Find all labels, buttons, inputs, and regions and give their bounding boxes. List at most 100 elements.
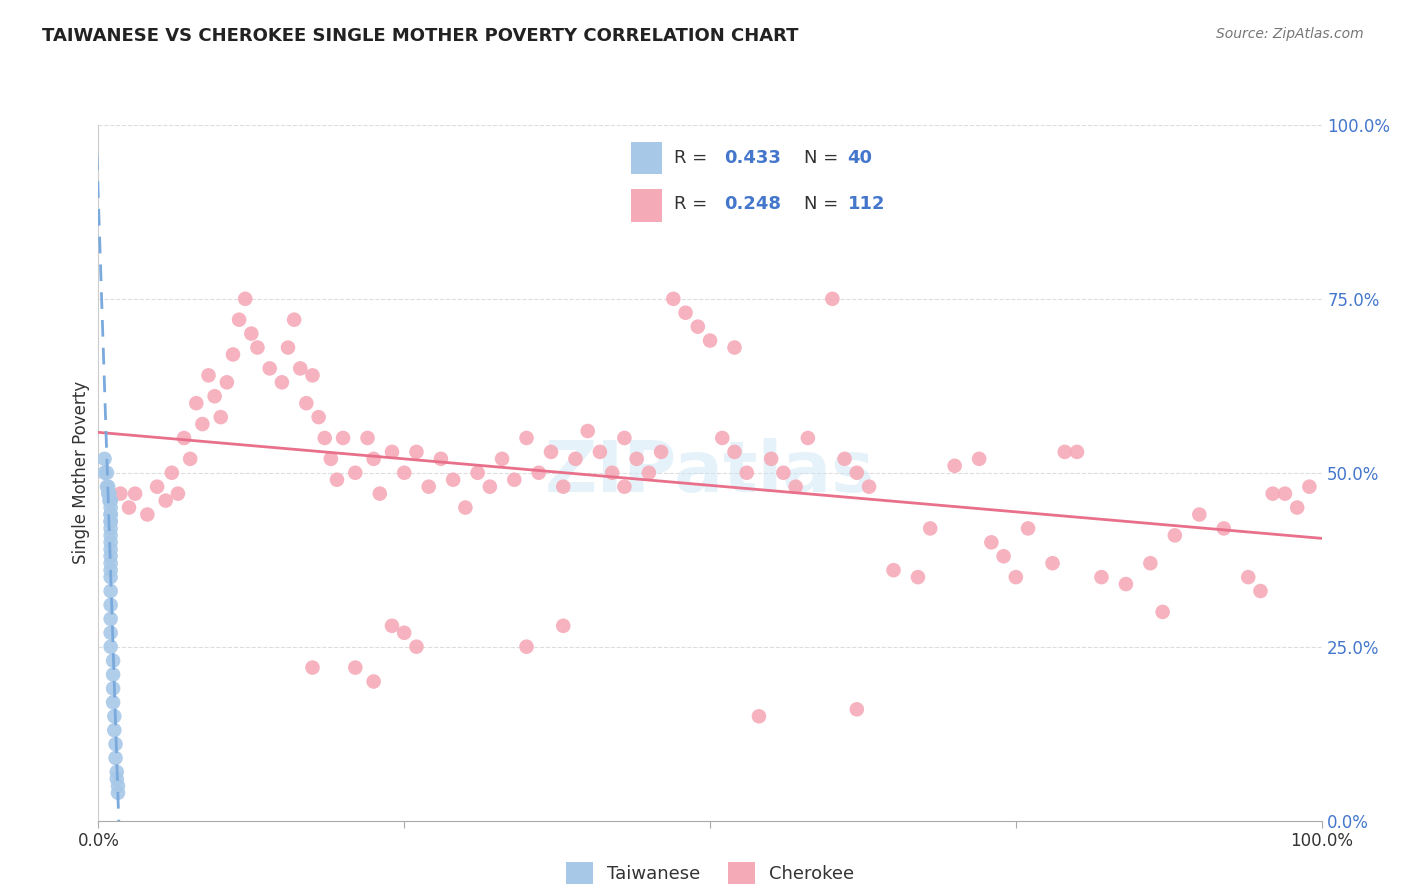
Point — [613, 431, 636, 445]
Point — [675, 306, 697, 320]
Point — [1090, 570, 1112, 584]
Point — [883, 563, 905, 577]
Point — [100, 508, 122, 522]
Point — [1053, 445, 1076, 459]
Point — [100, 508, 122, 522]
Point — [711, 431, 734, 445]
Point — [104, 737, 127, 751]
Point — [503, 473, 526, 487]
Point — [467, 466, 489, 480]
Point — [104, 751, 127, 765]
Point — [105, 764, 128, 779]
Point — [686, 319, 709, 334]
Point — [290, 361, 312, 376]
Point — [204, 389, 226, 403]
Point — [1004, 570, 1026, 584]
Point — [100, 549, 122, 564]
Point — [1152, 605, 1174, 619]
Point — [155, 493, 177, 508]
Point — [723, 341, 745, 355]
Point — [454, 500, 477, 515]
Point — [967, 451, 990, 466]
Point — [146, 480, 169, 494]
Point — [100, 500, 122, 515]
Point — [215, 376, 238, 390]
Point — [1274, 486, 1296, 500]
Point — [1164, 528, 1187, 542]
Point — [540, 445, 562, 459]
Point — [100, 625, 122, 640]
Point — [1066, 445, 1088, 459]
Point — [368, 486, 391, 500]
Point — [100, 612, 122, 626]
Point — [186, 396, 208, 410]
Point — [392, 466, 416, 480]
Point — [100, 598, 122, 612]
Point — [1017, 521, 1039, 535]
Point — [173, 431, 195, 445]
Point — [392, 625, 416, 640]
Point — [491, 451, 513, 466]
Point — [797, 431, 820, 445]
Point — [613, 480, 636, 494]
Text: TAIWANESE VS CHEROKEE SINGLE MOTHER POVERTY CORRELATION CHART: TAIWANESE VS CHEROKEE SINGLE MOTHER POVE… — [42, 27, 799, 45]
Point — [101, 654, 124, 668]
Text: ZIPatlas: ZIPatlas — [546, 438, 875, 508]
Point — [638, 466, 661, 480]
Point — [381, 619, 404, 633]
Point — [363, 674, 385, 689]
FancyBboxPatch shape — [631, 142, 662, 175]
Point — [405, 640, 427, 654]
Point — [100, 521, 122, 535]
Point — [107, 779, 129, 793]
Point — [301, 660, 323, 674]
Point — [1188, 508, 1211, 522]
Point — [332, 431, 354, 445]
Point — [589, 445, 612, 459]
Point — [93, 466, 115, 480]
Point — [314, 431, 336, 445]
Point — [1139, 556, 1161, 570]
Point — [101, 695, 124, 709]
Point — [118, 500, 141, 515]
Point — [553, 619, 575, 633]
Point — [515, 431, 537, 445]
Point — [98, 493, 121, 508]
Point — [98, 486, 121, 500]
Point — [100, 515, 122, 529]
Point — [100, 535, 122, 549]
Point — [209, 410, 232, 425]
Point — [1212, 521, 1234, 535]
Point — [576, 424, 599, 438]
Point — [858, 480, 880, 494]
Point — [136, 508, 159, 522]
Point — [1237, 570, 1260, 584]
Point — [907, 570, 929, 584]
Point — [920, 521, 942, 535]
Point — [228, 312, 250, 326]
Point — [101, 681, 124, 696]
Point — [418, 480, 440, 494]
Point — [96, 466, 118, 480]
Point — [110, 486, 132, 500]
Point — [100, 493, 122, 508]
Point — [246, 341, 269, 355]
Point — [124, 486, 146, 500]
Point — [993, 549, 1015, 564]
Point — [761, 451, 783, 466]
Point — [600, 466, 623, 480]
Point — [441, 473, 464, 487]
Point — [101, 667, 124, 681]
Point — [1042, 556, 1064, 570]
Text: R =: R = — [675, 149, 713, 167]
Point — [553, 480, 575, 494]
Point — [222, 347, 245, 361]
Point — [650, 445, 672, 459]
Point — [834, 451, 856, 466]
Point — [100, 528, 122, 542]
Point — [527, 466, 550, 480]
Point — [785, 480, 807, 494]
Point — [107, 786, 129, 800]
Point — [259, 361, 281, 376]
Point — [179, 451, 201, 466]
